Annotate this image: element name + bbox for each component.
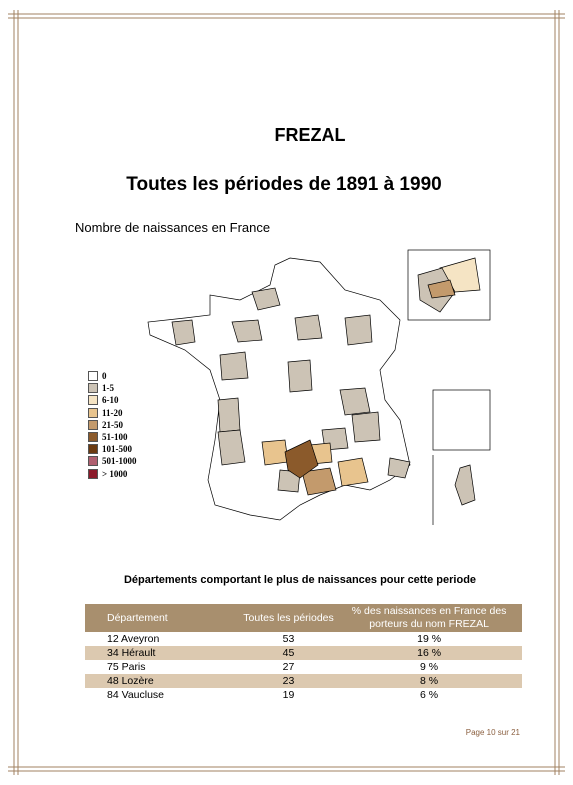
column-header: Département (85, 604, 241, 632)
table-cell: 48 Lozère (85, 674, 241, 688)
legend-swatch (88, 419, 98, 430)
legend-swatch (88, 383, 98, 394)
legend-label: 11-20 (102, 407, 123, 418)
table-row: 34 Hérault 45 16 % (85, 646, 522, 660)
table-cell: 12 Aveyron (107, 633, 160, 645)
table-cell: 23 (240, 674, 337, 688)
table-cell: 27 (282, 661, 295, 673)
legend-item: 21-50 (88, 419, 137, 431)
table-caption: Départements comportant le plus de naiss… (123, 574, 477, 586)
table-row: 75 Paris 27 9 % (85, 660, 522, 674)
legend-item: > 1000 (88, 468, 137, 480)
column-header: Toutes les périodes (240, 604, 337, 632)
table-cell: 9 % (420, 661, 439, 673)
legend-swatch (88, 371, 98, 382)
legend-label: > 1000 (102, 468, 128, 479)
legend-label: 51-100 (102, 432, 128, 443)
legend-label: 6-10 (102, 395, 119, 406)
subtitle: Toutes les périodes de 1891 à 1990 (126, 174, 442, 195)
legend-swatch (88, 432, 98, 443)
table-cell: 75 Paris (107, 661, 146, 673)
legend-label: 0 (102, 371, 107, 382)
legend-swatch (88, 407, 98, 418)
legend-item: 0 (88, 370, 137, 382)
column-header: % des naissances en France des porteurs … (336, 604, 522, 632)
legend-item: 101-500 (88, 443, 137, 455)
table-cell: 8 % (336, 674, 522, 688)
legend: 0 1-5 6-10 11-20 21-50 51-100 101-500 501-1000 >… (88, 370, 137, 480)
legend-swatch (88, 456, 98, 467)
legend-item: 6-10 (88, 394, 137, 406)
legend-label: 1-5 (102, 383, 114, 394)
table-cell: 34 Hérault (85, 646, 241, 660)
table-cell: 84 Vaucluse (107, 689, 165, 701)
legend-label: 21-50 (102, 419, 123, 430)
table-cell: 16 % (336, 646, 522, 660)
footer: Page 10 sur 21 (465, 728, 520, 737)
legend-item: 11-20 (88, 407, 137, 419)
legend-swatch (88, 444, 98, 455)
table-cell: 6 % (420, 689, 439, 701)
table-row: 12 Aveyron 53 19 % (85, 632, 522, 646)
map-title: Nombre de naissances en France (75, 220, 271, 235)
table-cell: 19 % (417, 633, 442, 645)
map (147, 249, 491, 525)
legend-item: 1-5 (88, 382, 137, 394)
legend-item: 501-1000 (88, 455, 137, 467)
legend-label: 101-500 (102, 444, 132, 455)
table-cell: 19 (282, 689, 295, 701)
table-cell: 45 (240, 646, 337, 660)
legend-swatch (88, 468, 98, 479)
legend-item: 51-100 (88, 431, 137, 443)
table-row: 84 Vaucluse 19 6 % (85, 688, 522, 702)
title: FREZAL (274, 125, 346, 145)
table: Département Toutes les périodes% des nais… (85, 604, 522, 702)
legend-swatch (88, 395, 98, 406)
table-cell: 53 (282, 633, 295, 645)
legend-label: 501-1000 (102, 456, 137, 467)
table-row: 48 Lozère 23 8 % (85, 674, 522, 688)
